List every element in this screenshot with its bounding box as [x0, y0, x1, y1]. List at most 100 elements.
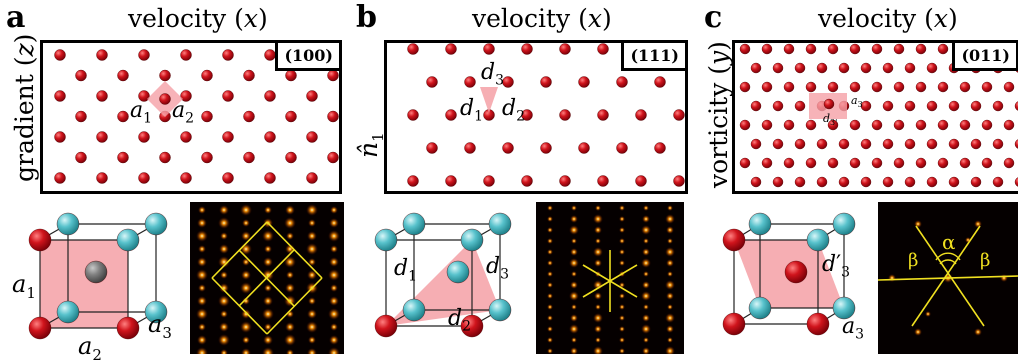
lattice-sphere: [96, 131, 108, 143]
lattice-sphere: [521, 175, 533, 187]
cube-center-sphere: [784, 260, 808, 284]
lattice-sphere: [559, 43, 571, 55]
lattice-sphere: [981, 81, 993, 93]
lattice-sphere: [138, 90, 150, 102]
lattice-sphere: [616, 142, 628, 154]
lattice-sphere: [54, 49, 66, 61]
diffraction-spot: [643, 304, 649, 310]
diffraction-spot: [196, 347, 208, 354]
diffraction-spot: [619, 315, 625, 321]
diffraction-spot: [263, 257, 273, 267]
diffraction-spot: [666, 325, 674, 333]
cube-corner-sphere: [374, 228, 398, 252]
lattice-sphere: [926, 176, 938, 188]
lattice-sphere: [761, 119, 773, 131]
lattice-sphere: [816, 176, 828, 188]
diffraction-spot: [286, 349, 294, 354]
panel-c-ylabel: vorticity (y): [704, 41, 733, 188]
diffraction-spot: [619, 348, 625, 354]
lattice-sphere: [222, 49, 234, 61]
cube-corner-sphere: [144, 300, 168, 324]
lattice-sphere: [1014, 177, 1018, 187]
diffraction-spot: [619, 249, 625, 255]
diffraction-spot: [308, 336, 316, 344]
diffraction-spot: [642, 281, 650, 289]
diffraction-spot: [619, 304, 625, 310]
panel-c-fft-label-beta-right: β: [980, 250, 991, 271]
diffraction-spot: [218, 256, 230, 268]
fft-guide-line: [915, 225, 985, 327]
panel-c-fft-label-beta-left: β: [908, 250, 919, 271]
lattice-sphere: [794, 138, 806, 150]
diffraction-spot: [547, 238, 553, 244]
diffraction-spot: [219, 283, 229, 293]
diffraction-spot: [641, 291, 651, 301]
lattice-sphere: [882, 100, 894, 112]
lattice-sphere: [739, 43, 751, 55]
lattice-sphere: [285, 151, 297, 164]
lattice-sphere: [838, 176, 850, 188]
diffraction-spot: [329, 296, 339, 306]
panel-b-unit-cube: [374, 212, 512, 338]
diffraction-spot: [286, 271, 294, 279]
diffraction-spot: [241, 270, 251, 280]
lattice-sphere: [750, 176, 762, 188]
diffraction-spot: [595, 205, 601, 211]
diffraction-spot: [571, 337, 577, 343]
lattice-sphere: [635, 109, 647, 121]
diffraction-spot: [1000, 274, 1008, 282]
diffraction-spot: [547, 271, 553, 277]
lattice-sphere: [893, 119, 905, 131]
diffraction-spot: [594, 226, 602, 234]
lattice-sphere: [805, 81, 817, 93]
lattice-sphere: [915, 119, 927, 131]
panel-b-lattice-label-d3: d3: [481, 60, 505, 89]
lattice-sphere: [117, 69, 129, 82]
panel-c-lattice: [739, 43, 1018, 188]
lattice-sphere: [673, 175, 685, 187]
diffraction-spot: [307, 348, 317, 354]
lattice-sphere: [597, 109, 609, 121]
panel-a-diffraction-image: [190, 202, 344, 354]
lattice-sphere: [926, 100, 938, 112]
lattice-sphere: [464, 76, 476, 88]
panel-b-lattice-box: (111): [384, 40, 688, 194]
lattice-sphere: [871, 81, 883, 93]
diffraction-spot: [888, 274, 896, 282]
lattice-sphere: [306, 90, 318, 102]
lattice-sphere: [805, 43, 817, 55]
lattice-sphere: [816, 62, 828, 74]
lattice-sphere: [783, 43, 795, 55]
diffraction-spot: [641, 258, 651, 268]
lattice-sphere: [483, 175, 495, 187]
lattice-sphere: [823, 98, 835, 110]
diffraction-spot: [220, 310, 228, 318]
lattice-sphere: [201, 69, 213, 82]
diffraction-spot: [641, 324, 651, 334]
lattice-sphere: [827, 119, 839, 131]
panel-b-lattice-label-d2: d2: [502, 96, 526, 125]
panel-a-lattice-label-a2: a2: [172, 98, 195, 127]
lattice-sphere: [937, 157, 949, 169]
panel-c-lattice-label-d3: d3': [823, 112, 838, 128]
diffraction-spot: [308, 219, 316, 227]
panel-a-unit-cube: [28, 212, 168, 340]
diffraction-spot: [329, 335, 339, 345]
diffraction-spot: [220, 349, 228, 354]
diffraction-spot: [197, 296, 207, 306]
lattice-sphere: [893, 81, 905, 93]
diffraction-spot: [569, 225, 579, 235]
lattice-sphere: [180, 90, 192, 102]
diffraction-spot: [218, 295, 230, 307]
lattice-sphere: [540, 76, 552, 88]
diffraction-spot: [641, 225, 651, 235]
fft-guide-line: [266, 221, 323, 279]
lattice-sphere: [805, 119, 817, 131]
cube-corner-sphere: [748, 296, 772, 320]
panel-b-lattice: [407, 43, 685, 187]
diffraction-spot: [619, 260, 625, 266]
panel-a-lattice-box: (100): [40, 40, 342, 194]
panel-b-cube-label-d2: d2: [448, 306, 472, 335]
panel-c-diffraction-image: [878, 202, 1018, 354]
cube-corner-sphere: [832, 212, 856, 236]
